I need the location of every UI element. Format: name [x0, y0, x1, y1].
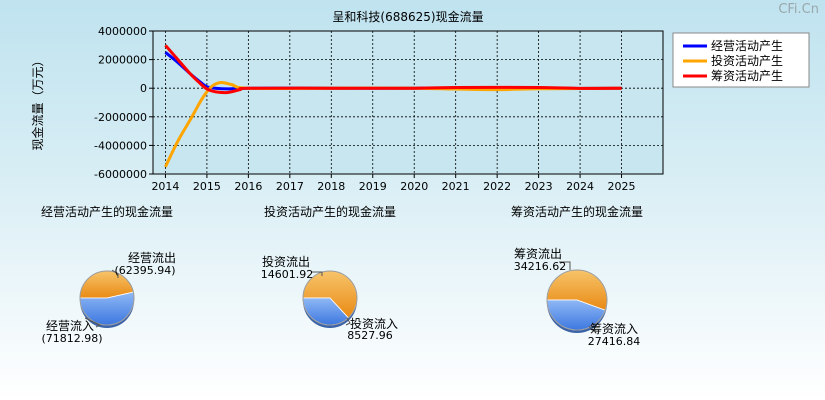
- y-tick-label: 2000000: [98, 54, 147, 67]
- x-tick-label: 2015: [193, 180, 221, 193]
- pie-outline: [79, 270, 135, 326]
- x-tick-label: 2025: [608, 180, 636, 193]
- pie-slice-value: (62395.94): [114, 264, 175, 277]
- y-tick-label: 0: [140, 82, 147, 95]
- pie-slice-label: 经营流出: [128, 251, 176, 265]
- pie-slice-value: (71812.98): [41, 332, 102, 345]
- pie-slice-label: 筹资流入: [590, 322, 638, 336]
- label-connector: [84, 317, 102, 328]
- x-tick-label: 2024: [566, 180, 594, 193]
- label-connector: [559, 261, 571, 270]
- x-tick-label: 2014: [151, 180, 179, 193]
- plot-area: [152, 30, 664, 175]
- series-line-3: [164, 44, 622, 95]
- pie-slice-value: 34216.62: [514, 260, 567, 273]
- pie-slice-label: 投资流出: [262, 254, 310, 269]
- pie-outline: [546, 269, 608, 331]
- brand-logo: CFi.Cn: [778, 2, 819, 17]
- x-tick-label: 2019: [359, 180, 387, 193]
- pie-slice-label: 筹资流出: [514, 247, 562, 261]
- x-tick-label: 2023: [525, 180, 553, 193]
- label-connector: [345, 317, 351, 326]
- pie-slice-value: 14601.92: [261, 268, 314, 281]
- pie-title: 投资活动产生的现金流量: [264, 204, 396, 219]
- pie-outline: [302, 270, 358, 326]
- x-tick-label: 2017: [276, 180, 304, 193]
- pie-slice-label: 经营流入: [46, 319, 94, 333]
- pie-slice-value: 8527.96: [347, 329, 393, 342]
- x-tick-label: 2016: [234, 180, 262, 193]
- legend-label: 筹资活动产生: [711, 69, 783, 83]
- pie-title: 经营活动产生的现金流量: [41, 204, 173, 219]
- chart-title: 呈和科技(688625)现金流量: [332, 9, 483, 24]
- x-tick-label: 2020: [400, 180, 428, 193]
- y-axis-label: 现金流量（万元）: [30, 54, 45, 150]
- legend-label: 投资活动产生: [711, 53, 783, 68]
- x-tick-label: 2022: [483, 180, 511, 193]
- y-tick-label: -4000000: [94, 139, 147, 152]
- y-tick-label: -6000000: [94, 168, 147, 181]
- pie-slice-label: 投资流入: [350, 316, 398, 331]
- legend-label: 经营活动产生: [711, 39, 783, 53]
- label-connector: [111, 269, 119, 278]
- y-tick-label: -2000000: [94, 111, 147, 124]
- x-tick-label: 2018: [317, 180, 345, 193]
- pie-title: 筹资活动产生的现金流量: [511, 204, 643, 219]
- y-tick-label: 4000000: [98, 25, 147, 38]
- pie-slice-value: 27416.84: [588, 335, 641, 348]
- label-connector: [312, 271, 323, 276]
- label-connector: [588, 325, 597, 332]
- line-chart: 4000000 2000000 0 -2000000 -4000000 -6000000 2…: [30, 9, 810, 193]
- x-tick-label: 2021: [442, 180, 470, 193]
